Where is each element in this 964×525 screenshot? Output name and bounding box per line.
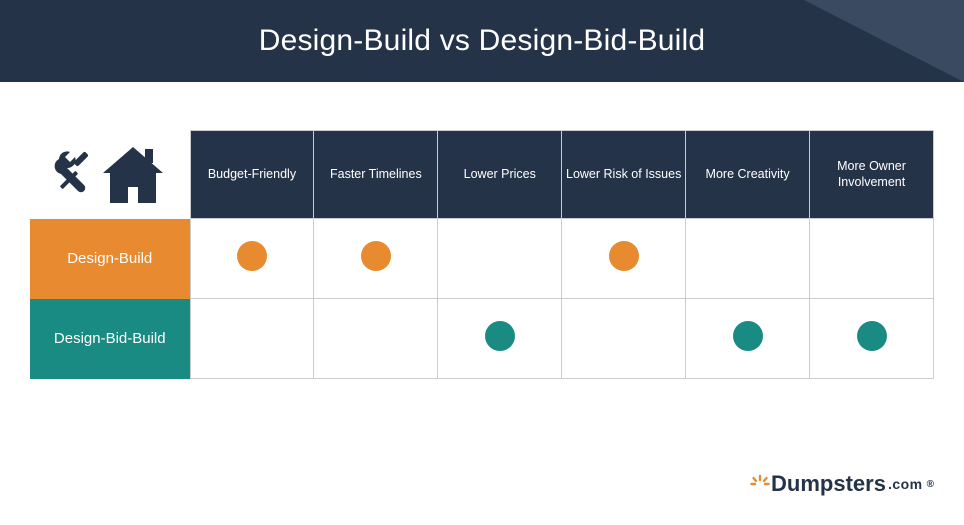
comparison-cell <box>562 219 686 299</box>
header-band: Design-Build vs Design-Bid-Build <box>0 0 964 82</box>
header-diagonal-accent <box>804 0 964 82</box>
column-header: Lower Risk of Issues <box>562 131 686 219</box>
comparison-cell <box>190 219 314 299</box>
row-header: Design-Build <box>30 219 190 299</box>
comparison-cell <box>562 299 686 379</box>
brand-footer: Dumpsters.com ® <box>749 471 934 497</box>
comparison-cell <box>190 299 314 379</box>
table-body: Design-BuildDesign-Bid-Build <box>30 219 934 379</box>
column-header: More Creativity <box>686 131 810 219</box>
mark-dot <box>857 321 887 351</box>
header-row: Budget-Friendly Faster Timelines Lower P… <box>30 131 934 219</box>
comparison-table: Budget-Friendly Faster Timelines Lower P… <box>30 130 934 379</box>
comparison-cell <box>314 219 438 299</box>
table-row: Design-Build <box>30 219 934 299</box>
comparison-cell <box>686 219 810 299</box>
mark-dot <box>361 241 391 271</box>
mark-dot <box>609 241 639 271</box>
column-header: Budget-Friendly <box>190 131 314 219</box>
brand-name: Dumpsters <box>771 471 886 497</box>
brand-sun-icon <box>749 473 771 495</box>
column-header: Faster Timelines <box>314 131 438 219</box>
tools-house-icon <box>45 139 175 211</box>
table-row: Design-Bid-Build <box>30 299 934 379</box>
content-area: Budget-Friendly Faster Timelines Lower P… <box>0 82 964 379</box>
column-header: More Owner Involvement <box>810 131 934 219</box>
comparison-cell <box>810 219 934 299</box>
row-header: Design-Bid-Build <box>30 299 190 379</box>
table-icon-cell <box>30 131 190 219</box>
comparison-cell <box>438 299 562 379</box>
column-header: Lower Prices <box>438 131 562 219</box>
page-root: Design-Build vs Design-Bid-Build <box>0 0 964 525</box>
brand-suffix: .com <box>888 476 923 492</box>
comparison-cell <box>438 219 562 299</box>
comparison-cell <box>314 299 438 379</box>
mark-dot <box>733 321 763 351</box>
brand-registered: ® <box>927 479 934 490</box>
comparison-cell <box>686 299 810 379</box>
mark-dot <box>237 241 267 271</box>
comparison-cell <box>810 299 934 379</box>
page-title: Design-Build vs Design-Bid-Build <box>259 24 706 58</box>
mark-dot <box>485 321 515 351</box>
